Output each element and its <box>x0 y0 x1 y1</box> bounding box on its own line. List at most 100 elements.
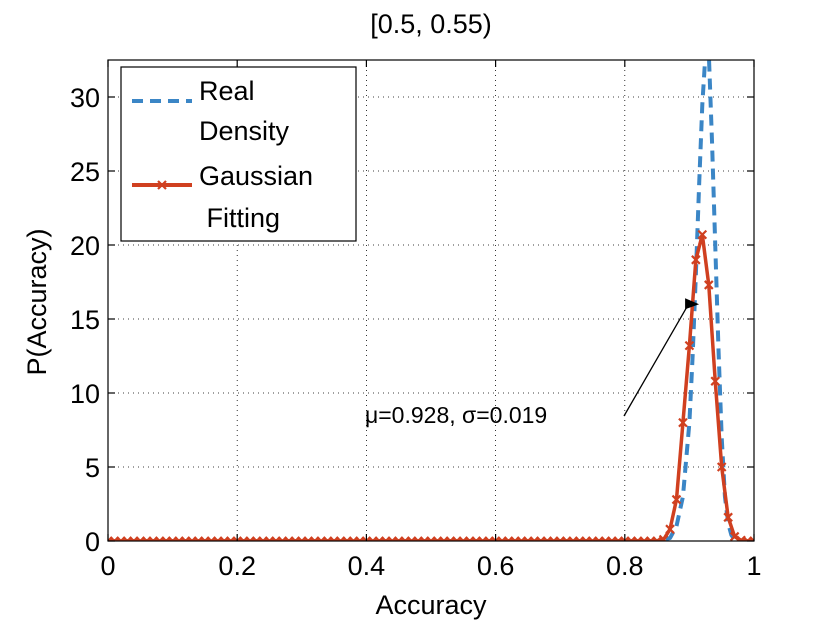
marker-stroke <box>148 536 155 541</box>
marker-stroke <box>297 536 304 541</box>
marker-stroke <box>284 536 291 541</box>
marker-stroke <box>497 536 504 541</box>
marker-stroke <box>161 536 168 541</box>
legend-label-gaussian-1: Gaussian <box>199 161 313 191</box>
x-tick-label: 1 <box>746 551 761 581</box>
marker-stroke <box>523 536 530 541</box>
marker-stroke <box>600 536 607 541</box>
annotation-text: μ=0.928, σ=0.019 <box>365 402 547 428</box>
marker-stroke <box>180 536 188 541</box>
marker-stroke <box>368 536 375 541</box>
marker-stroke <box>684 340 695 351</box>
marker-stroke <box>277 536 284 541</box>
data-point <box>691 255 701 265</box>
data-point <box>723 512 733 523</box>
marker-stroke <box>484 536 491 541</box>
marker-stroke <box>464 536 472 541</box>
marker-stroke <box>309 536 317 541</box>
marker-stroke <box>109 536 117 541</box>
x-tick-label: 0.6 <box>477 551 515 581</box>
marker-stroke <box>374 536 381 541</box>
legend-marker-gaussian <box>157 180 167 190</box>
marker-stroke <box>225 536 233 541</box>
marker-stroke <box>697 229 708 240</box>
marker-stroke <box>432 536 440 541</box>
marker-stroke <box>613 536 620 541</box>
marker-stroke <box>678 417 688 428</box>
marker-stroke <box>129 536 136 541</box>
marker-stroke <box>322 536 330 541</box>
marker-stroke <box>426 536 433 541</box>
marker-stroke <box>710 376 721 386</box>
series-line-real-density <box>108 60 754 541</box>
annotation: μ=0.928, σ=0.019 <box>365 298 700 428</box>
marker-stroke <box>141 536 149 541</box>
marker-stroke <box>477 536 485 541</box>
y-tick-label: 30 <box>70 83 100 113</box>
legend: Real Density Gaussian Fitting <box>120 66 357 242</box>
marker-stroke <box>264 536 272 541</box>
marker-stroke <box>471 536 478 541</box>
marker-stroke <box>157 180 167 190</box>
marker-stroke <box>154 536 162 541</box>
marker-stroke <box>561 536 569 541</box>
marker-stroke <box>387 536 394 541</box>
marker-stroke <box>626 536 633 541</box>
marker-stroke <box>665 524 675 534</box>
legend-label-real-density-2: Density <box>199 116 290 146</box>
marker-stroke <box>167 536 175 541</box>
marker-stroke <box>251 536 259 541</box>
y-tick-label: 0 <box>85 527 100 557</box>
marker-stroke <box>193 536 200 541</box>
marker-stroke <box>516 536 523 541</box>
marker-stroke <box>200 536 207 541</box>
marker-stroke <box>439 536 446 541</box>
marker-stroke <box>529 536 536 541</box>
marker-stroke <box>581 536 588 541</box>
annotation-arrow <box>623 302 690 417</box>
marker-stroke <box>587 536 595 541</box>
x-axis-label: Accuracy <box>375 590 487 620</box>
marker-stroke <box>238 536 246 541</box>
marker-stroke <box>594 536 601 541</box>
marker-stroke <box>574 536 582 541</box>
marker-stroke <box>445 536 452 541</box>
marker-stroke <box>290 536 297 541</box>
annotation-arrow-head <box>685 298 700 310</box>
plot-frame <box>107 59 755 542</box>
marker-stroke <box>271 536 278 541</box>
marker-stroke <box>503 536 511 541</box>
marker-stroke <box>729 531 740 541</box>
marker-stroke <box>490 536 498 541</box>
marker-stroke <box>542 536 549 541</box>
series-layer <box>108 60 754 541</box>
marker-stroke <box>187 536 194 541</box>
x-tick-label: 0.4 <box>348 551 386 581</box>
y-tick-label: 10 <box>70 379 100 409</box>
marker-stroke <box>620 536 627 541</box>
x-tick-label: 0 <box>100 551 115 581</box>
marker-stroke <box>652 536 659 541</box>
data-point <box>749 536 754 541</box>
marker-stroke <box>655 536 662 541</box>
y-tick-label: 25 <box>70 157 100 187</box>
marker-stroke <box>536 536 543 541</box>
marker-stroke <box>116 536 123 541</box>
data-point <box>658 534 669 541</box>
x-tick-label: 0.2 <box>218 551 256 581</box>
marker-stroke <box>413 536 420 541</box>
x-tick-label: 0.8 <box>606 551 644 581</box>
legend-label-real-density-1: Real <box>199 76 255 106</box>
data-point <box>652 536 662 541</box>
data-point <box>716 462 727 472</box>
data-point <box>697 229 708 240</box>
marker-stroke <box>639 536 646 541</box>
marker-stroke <box>232 536 239 541</box>
marker-stroke <box>381 536 388 541</box>
marker-stroke <box>400 536 407 541</box>
data-point <box>678 417 688 428</box>
marker-stroke <box>393 536 401 541</box>
marker-stroke <box>607 536 614 541</box>
marker-stroke <box>749 536 754 541</box>
marker-stroke <box>122 536 129 541</box>
